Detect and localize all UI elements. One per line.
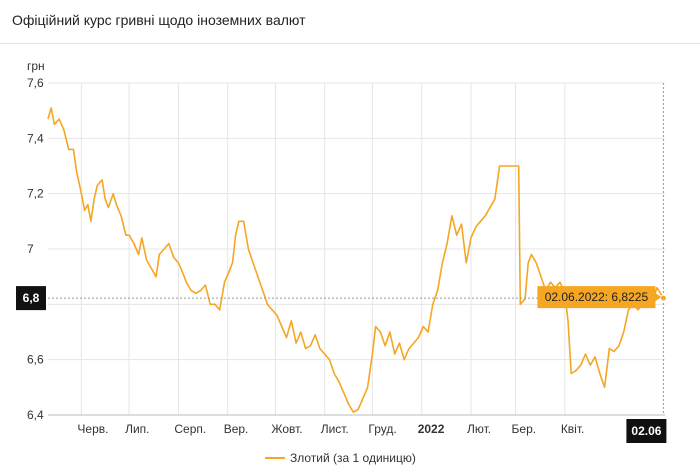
x-value-badge: [626, 419, 667, 443]
value-callout-label: 02.06.2022: 6,8225: [545, 290, 649, 304]
line-chart[interactable]: грн 6,4 6,6 6,8 7 7,2 7,4 7,6 Черв. Лип. Серп. Ве…: [0, 44, 700, 475]
y-tick-label: 7,2: [27, 187, 44, 201]
series-line[interactable]: [47, 107, 665, 414]
y-tick-labels: 6,46,66,877,27,47,6: [27, 76, 44, 422]
x-tick-label: 2022: [418, 422, 445, 436]
x-tick-label: Квіт.: [561, 422, 585, 436]
x-tick-labels: Черв. Лип. Серп. Вер. Жовт. Лист. Груд. 2022 Лют…: [77, 422, 584, 436]
header: Офіційний курс гривні щодо іноземних вал…: [0, 0, 700, 44]
legend[interactable]: Злотий (за 1 одиницю): [265, 451, 416, 465]
y-value-badge-label: 6,8: [23, 291, 40, 305]
x-tick-label: Лист.: [321, 422, 349, 436]
x-tick-label: Лют.: [467, 422, 491, 436]
x-tick-label: Серп.: [174, 422, 206, 436]
series-group[interactable]: [47, 107, 665, 414]
y-tick-label: 7,6: [27, 76, 44, 90]
y-value-badge: [16, 286, 46, 311]
y-grid: [48, 82, 665, 416]
legend-label: Злотий (за 1 одиницю): [290, 451, 416, 465]
x-tick-label: Груд.: [368, 422, 396, 436]
x-tick-label: Вер.: [224, 422, 249, 436]
y-axis-label: грн: [27, 59, 45, 73]
y-tick-label: 7: [27, 242, 34, 256]
y-tick-label: 6,4: [27, 408, 44, 422]
y-tick-label: 7,4: [27, 131, 44, 145]
value-callout: [537, 286, 662, 309]
x-tick-label: Лип.: [125, 422, 149, 436]
highlight-point: [659, 294, 667, 302]
x-tick-label: Бер.: [512, 422, 537, 436]
y-tick-label: 6,6: [27, 353, 44, 367]
page-title: Офіційний курс гривні щодо іноземних вал…: [12, 12, 306, 28]
x-value-badge-label: 02.06: [631, 424, 661, 438]
x-tick-label: Черв.: [77, 422, 108, 436]
x-tick-label: Жовт.: [271, 422, 302, 436]
highlight-group: 6,8 02.06 02.06.2022: 6,8225: [16, 83, 667, 443]
